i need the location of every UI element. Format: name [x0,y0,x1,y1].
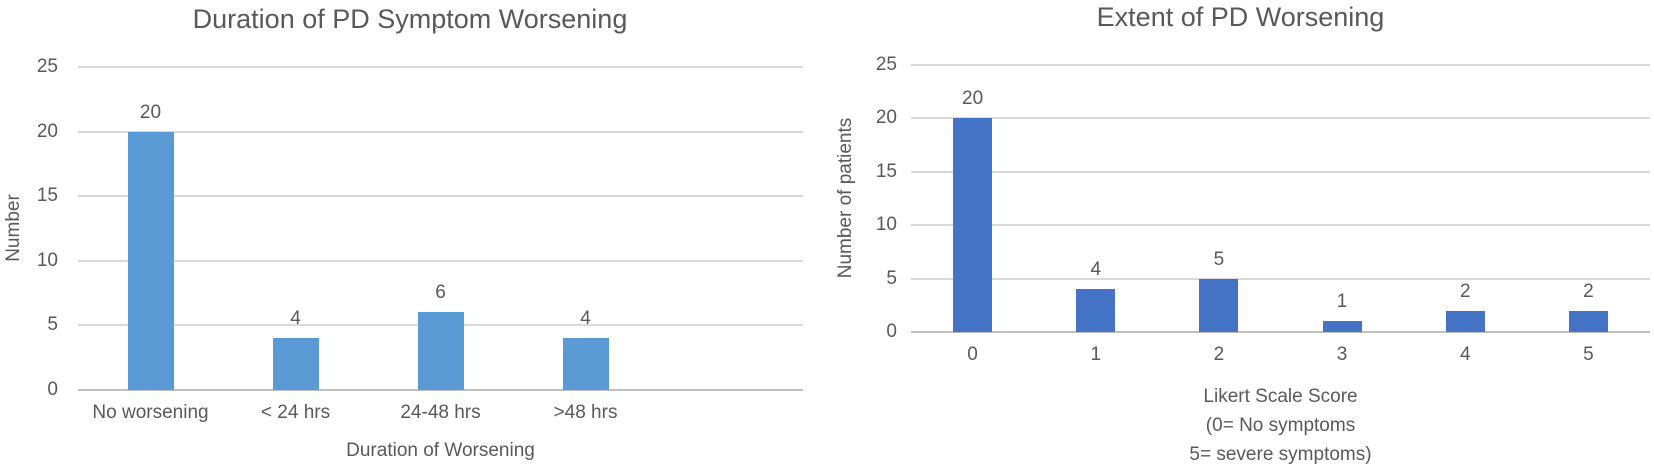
y-tick-label: 15 [875,160,897,182]
plot-area: 0 5 10 15 20 25 20 0 4 1 5 2 1 3 2 4 2 5 [876,54,1650,365]
bar [1076,289,1116,332]
bar [272,338,319,390]
y-tick-label: 20 [36,120,58,142]
x-axis-title: Likert Scale Score (0= No symptoms 5= se… [1189,386,1372,465]
y-tick-label: 0 [886,321,897,342]
y-tick-label: 5 [886,267,897,289]
y-axis-title: Number of patients [835,117,856,279]
x-category-label: < 24 hrs [260,402,331,423]
bar-value-label: 2 [1583,280,1594,302]
bar [1322,321,1362,332]
chart-title: Extent of PD Worsening [1096,2,1385,32]
bar [417,312,464,390]
y-tick-label: 25 [875,54,897,75]
bar [562,338,609,390]
y-tick-label: 20 [875,107,897,129]
bar [1445,310,1485,332]
bar-value-label: 20 [139,101,162,123]
bar-value-label: 4 [1090,259,1102,281]
bar [1199,278,1239,332]
bar-value-label: 20 [962,88,984,110]
y-tick-label: 15 [36,185,58,207]
x-category-label: 0 [967,344,978,365]
bar-value-label: 4 [580,308,591,330]
y-tick-label: 10 [875,214,897,236]
gridline [78,259,803,262]
gridline [78,130,803,133]
bar-value-label: 1 [1336,291,1348,313]
bar [953,118,993,332]
gridline [911,277,1650,280]
bar-value-label: 5 [1213,248,1225,270]
bar [1568,310,1608,332]
y-tick-label: 5 [47,314,58,336]
y-tick-label: 10 [36,249,58,271]
chart-title: Duration of PD Symptom Worsening [192,4,628,34]
gridline [911,117,1650,120]
gridline [911,170,1650,173]
x-category-label: No worsening [92,402,209,423]
y-tick-label: 25 [36,56,58,77]
x-category-label: 4 [1459,344,1471,365]
bar-value-label: 2 [1459,280,1471,302]
gridline [911,224,1650,227]
gridline [78,195,803,198]
gridline [911,64,1650,66]
chart-extent-of-worsening: Extent of PD Worsening Number of patient… [827,0,1654,474]
x-category-label: 1 [1090,344,1102,365]
x-axis-line [78,389,803,391]
y-tick-label: 0 [47,379,58,400]
x-category-label: 3 [1336,344,1348,365]
x-axis-line [911,331,1650,333]
bar [127,131,174,390]
x-category-label: 2 [1213,344,1225,365]
x-category-label: >48 hrs [553,402,618,423]
x-category-label: 5 [1583,344,1594,365]
gridline [78,66,803,68]
bar-value-label: 4 [290,308,301,330]
plot-area: 0 5 10 15 20 25 20 No worsening 4 < 24 hrs 6 24-48 … [37,56,803,423]
chart-duration-of-worsening: Duration of PD Symptom Worsening Number … [0,0,820,474]
x-axis-title: Duration of Worsening [346,440,535,461]
bar-value-label: 6 [435,282,446,304]
x-category-label: 24-48 hrs [400,402,481,423]
